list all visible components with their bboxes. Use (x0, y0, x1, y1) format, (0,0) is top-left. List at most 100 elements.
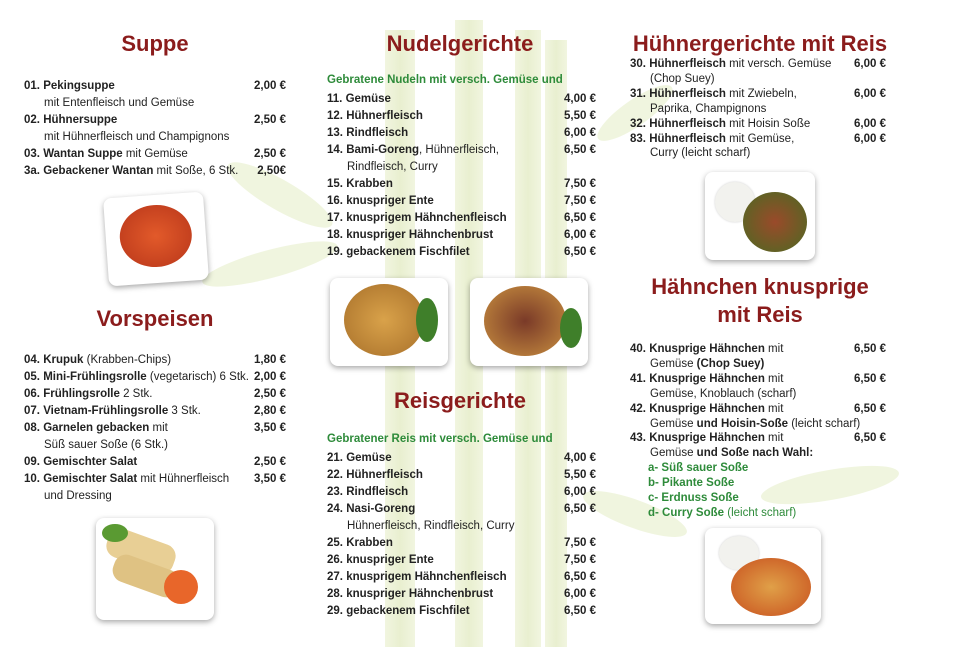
menu-item-line: 19. gebackenem Fischfilet 6,50 € (327, 244, 596, 261)
menu-item: 32. Hühnerfleisch mit Hoisin Soße 6,00 € (630, 117, 886, 132)
item-detail-text: Hühnerfleisch, Rindfleisch, Curry (347, 520, 515, 532)
item-number: 11. (327, 93, 343, 105)
menu-item: 04. Krupuk (Krabben-Chips) 1,80 € (24, 352, 286, 369)
section-subtitle: Gebratener Reis mit versch. Gemüse und (327, 433, 553, 445)
item-name: Wantan Suppe (43, 148, 123, 160)
menu-item: 27. knusprigem Hähnchenfleisch 6,50 € (327, 569, 596, 586)
menu-item: 21. Gemüse 4,00 € (327, 450, 596, 467)
item-price: 6,00 € (564, 229, 596, 241)
menu-item-line: 43. Knusprige Hähnchen mit 6,50 € (630, 431, 886, 446)
item-number: 42. (630, 402, 646, 415)
menu-item: 24. Nasi-Goreng 6,50 € Hühnerfleisch, Rind… (327, 501, 596, 535)
menu-item-line: 23. Rindfleisch 6,00 € (327, 484, 596, 501)
soup-image (103, 191, 209, 287)
item-name: Krupuk (43, 354, 84, 366)
item-description: mit Zwiebeln, (725, 87, 797, 100)
item-description: 2 Stk. (119, 388, 153, 400)
item-name: Gebackener Wantan (43, 165, 154, 177)
menu-item-line: 08. Garnelen gebacken mit 3,50 € (24, 420, 286, 437)
item-description: mit versch. Gemüse (725, 58, 832, 70)
menu-item: 40. Knusprige Hähnchen mit 6,50 € Gemüse (… (630, 342, 886, 372)
menu-item-line: 22. Hühnerfleisch 5,50 € (327, 467, 596, 484)
menu-item: 22. Hühnerfleisch 5,50 € (327, 467, 596, 484)
item-name: Hühnerfleisch (649, 117, 726, 130)
menu-item-line: 41. Knusprige Hähnchen mit 6,50 € (630, 372, 886, 387)
item-number: 06. (24, 388, 40, 400)
item-name: Gemüse (345, 93, 391, 105)
crispy-chicken-image (705, 528, 821, 624)
leaf-decoration (198, 232, 342, 296)
item-description: , Hühnerfleisch, (419, 144, 499, 156)
item-number: 24. (327, 503, 343, 515)
item-detail: Gemüse und Hoisin-Soße (leicht scharf) (630, 417, 886, 432)
item-price: 6,50 € (854, 372, 886, 385)
menu-item: 41. Knusprige Hähnchen mit 6,50 € Gemüse, … (630, 372, 886, 402)
item-name: Knusprige Hähnchen (649, 372, 765, 385)
menu-item: 30. Hühnerfleisch mit versch. Gemüse 6,00… (630, 57, 886, 87)
item-name: knusprigem Hähnchenfleisch (346, 571, 507, 583)
item-detail-text: Rindfleisch, Curry (347, 161, 438, 173)
item-name: Pekingsuppe (43, 80, 115, 92)
item-name: gebackenem Fischfilet (346, 246, 470, 258)
item-name: Gemischter Salat (43, 473, 138, 485)
item-description: mit (764, 432, 784, 445)
item-description: (vegetarisch) 6 Stk. (146, 371, 249, 383)
item-description: mit (764, 402, 784, 415)
item-price: 6,50 € (564, 212, 596, 224)
item-detail-text: (Chop Suey) (696, 357, 765, 370)
menu-item: 14. Bami-Goreng, Hühnerfleisch, 6,50 € Rin… (327, 142, 596, 176)
item-name: Hühnerfleisch (346, 469, 423, 481)
item-detail: mit Entenfleisch und Gemüse (24, 95, 286, 112)
item-number: 02. (24, 114, 40, 126)
item-number: 23. (327, 486, 343, 498)
menu-item: 11. Gemüse 4,00 € (327, 91, 596, 108)
item-price: 4,00 € (564, 93, 596, 105)
item-number: 04. (24, 354, 40, 366)
menu-item: 18. knuspriger Hähnchenbrust 6,00 € (327, 227, 596, 244)
menu-item: 09. Gemischter Salat 2,50 € (24, 454, 286, 471)
item-number: 43. (630, 432, 646, 445)
item-name: knuspriger Ente (346, 554, 434, 566)
item-name: knuspriger Ente (346, 195, 434, 207)
item-price: 2,50€ (257, 165, 286, 177)
section-title: Nudelgerichte (386, 31, 534, 56)
sauce-name: c- Erdnuss Soße (648, 492, 739, 505)
menu-item: 31. Hühnerfleisch mit Zwiebeln, 6,00 € Pap… (630, 87, 886, 117)
item-name: Mini-Frühlingsrolle (43, 371, 147, 383)
menu-item: 13. Rindfleisch 6,00 € (327, 125, 596, 142)
item-price: 2,50 € (254, 148, 286, 160)
item-detail: Paprika, Champignons (630, 102, 886, 117)
item-description: (Krabben-Chips) (83, 354, 172, 366)
menu-item-line: 29. gebackenem Fischfilet 6,50 € (327, 603, 596, 620)
item-price: 6,50 € (564, 246, 596, 258)
menu-item: 15. Krabben 7,50 € (327, 176, 596, 193)
item-name: Hühnerfleisch (346, 110, 423, 122)
item-name: Rindfleisch (346, 127, 409, 139)
item-number: 15. (327, 178, 343, 190)
item-number: 01. (24, 80, 40, 92)
item-detail-text: Gemüse (650, 357, 697, 370)
item-detail-text: Curry (leicht scharf) (650, 147, 751, 160)
item-detail: Rindfleisch, Curry (327, 159, 596, 176)
section-title-line2: mit Reis (717, 302, 803, 327)
item-number: 31. (630, 87, 646, 100)
sauce-name: d- Curry Soße (648, 506, 725, 519)
menu-item-line: 27. knusprigem Hähnchenfleisch 6,50 € (327, 569, 596, 586)
menu-list: 30. Hühnerfleisch mit versch. Gemüse 6,00… (630, 57, 886, 161)
menu-item: 23. Rindfleisch 6,00 € (327, 484, 596, 501)
item-number: 21. (327, 452, 343, 464)
menu-item-line: 40. Knusprige Hähnchen mit 6,50 € (630, 342, 886, 357)
item-name: Hühnerfleisch (649, 132, 726, 145)
item-name: Vietnam-Frühlingsrolle (43, 405, 169, 417)
item-number: 28. (327, 588, 343, 600)
menu-item-line: 31. Hühnerfleisch mit Zwiebeln, 6,00 € (630, 87, 886, 102)
item-number: 27. (327, 571, 343, 583)
item-name: Gemüse (346, 452, 392, 464)
item-detail: und Dressing (24, 488, 286, 505)
item-price: 3,50 € (254, 473, 286, 485)
sauce-option: b- Pikante Soße (630, 476, 886, 491)
item-detail-text: mit Entenfleisch und Gemüse (44, 97, 195, 109)
item-detail-text: Süß sauer Soße (6 Stk.) (44, 439, 168, 451)
item-price: 6,00 € (854, 87, 886, 100)
item-name: Hühnerfleisch (649, 58, 726, 70)
